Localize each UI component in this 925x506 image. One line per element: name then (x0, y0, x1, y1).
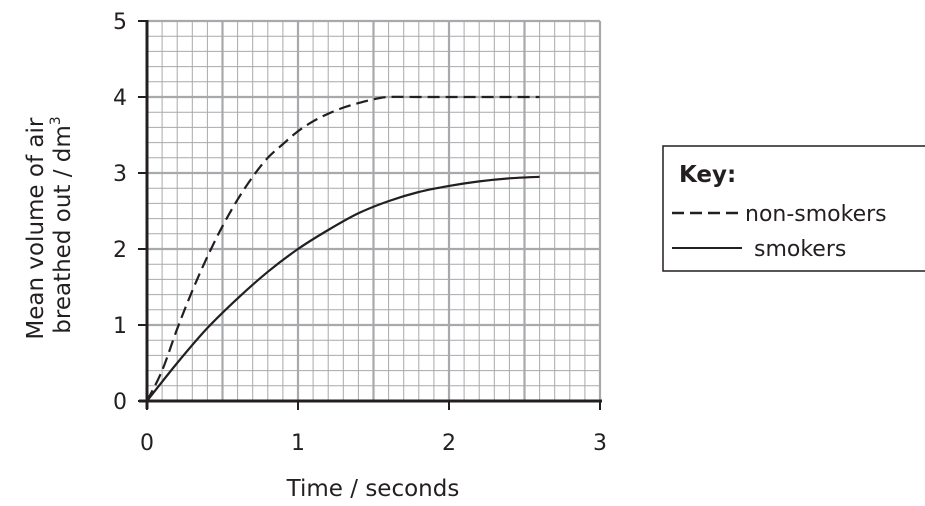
series-line-smokers (146, 175, 540, 402)
x-tick-label: 2 (442, 431, 456, 456)
x-axis-title: Time / seconds (286, 476, 460, 502)
y-tick-label: 4 (113, 86, 127, 111)
y-tick-label: 0 (113, 390, 127, 415)
y-axis-title-line-1: Mean volume of air (23, 117, 49, 339)
y-tick-label: 5 (113, 10, 127, 35)
legend-label-non-smokers: non-smokers (745, 202, 887, 227)
legend: Key: non-smokers smokers (662, 145, 925, 272)
tick-labels: 0 1 2 3 0 1 2 3 4 5 (113, 10, 607, 456)
y-tick-label: 3 (113, 162, 127, 187)
y-tick-label: 2 (113, 238, 127, 263)
y-axis-title-line-2: breathed out / dm (50, 125, 76, 334)
series-line-non-smokers (146, 95, 540, 402)
major-gridlines (145, 19, 602, 403)
y-axis-title: Mean volume of air breathed out / dm3 (23, 110, 76, 339)
x-tick-label: 0 (140, 431, 154, 456)
legend-border (662, 145, 925, 272)
y-tick-label: 1 (113, 314, 127, 339)
legend-label-smokers: smokers (754, 237, 846, 262)
x-tick-label: 3 (593, 431, 607, 456)
axes (138, 20, 602, 410)
x-tick-label: 1 (291, 431, 305, 456)
legend-title: Key: (679, 162, 736, 188)
y-axis-title-superscript: 3 (48, 116, 64, 125)
series-layer (146, 95, 540, 402)
